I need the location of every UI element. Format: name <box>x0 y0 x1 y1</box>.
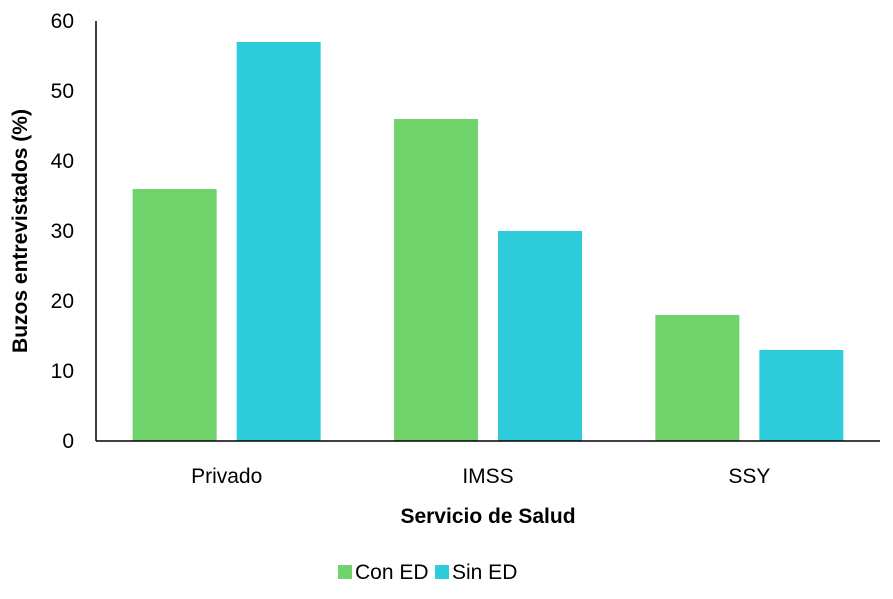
bar-imss-sin-ed <box>498 231 582 441</box>
y-tick-label: 30 <box>51 220 74 243</box>
y-tick-label: 0 <box>62 430 74 453</box>
legend-swatch-sin-ed <box>435 565 449 579</box>
y-axis-ticks: 0 10 20 30 40 50 60 <box>51 10 74 453</box>
x-tick-label: Privado <box>191 465 262 488</box>
y-tick-label: 50 <box>51 80 74 103</box>
bar-ssy-sin-ed <box>759 350 844 441</box>
bar-imss-con-ed <box>394 119 478 441</box>
legend-label-sin-ed: Sin ED <box>452 561 517 584</box>
bar-privado-con-ed <box>132 189 217 441</box>
y-tick-label: 40 <box>51 150 74 173</box>
legend-label-con-ed: Con ED <box>355 561 429 584</box>
y-tick-label: 10 <box>51 360 74 383</box>
legend: Con ED Sin ED <box>338 561 517 584</box>
x-axis-categories: Privado IMSS SSY <box>191 465 770 488</box>
x-tick-label: IMSS <box>462 465 513 488</box>
y-tick-label: 60 <box>51 10 74 33</box>
legend-swatch-con-ed <box>338 565 352 579</box>
bars <box>132 42 844 441</box>
bar-privado-sin-ed <box>236 42 321 441</box>
x-axis-title: Servicio de Salud <box>400 505 575 528</box>
y-tick-label: 20 <box>51 290 74 313</box>
x-tick-label: SSY <box>728 465 770 488</box>
bar-ssy-con-ed <box>655 315 740 441</box>
y-axis-title: Buzos entrevistados (%) <box>9 109 32 353</box>
